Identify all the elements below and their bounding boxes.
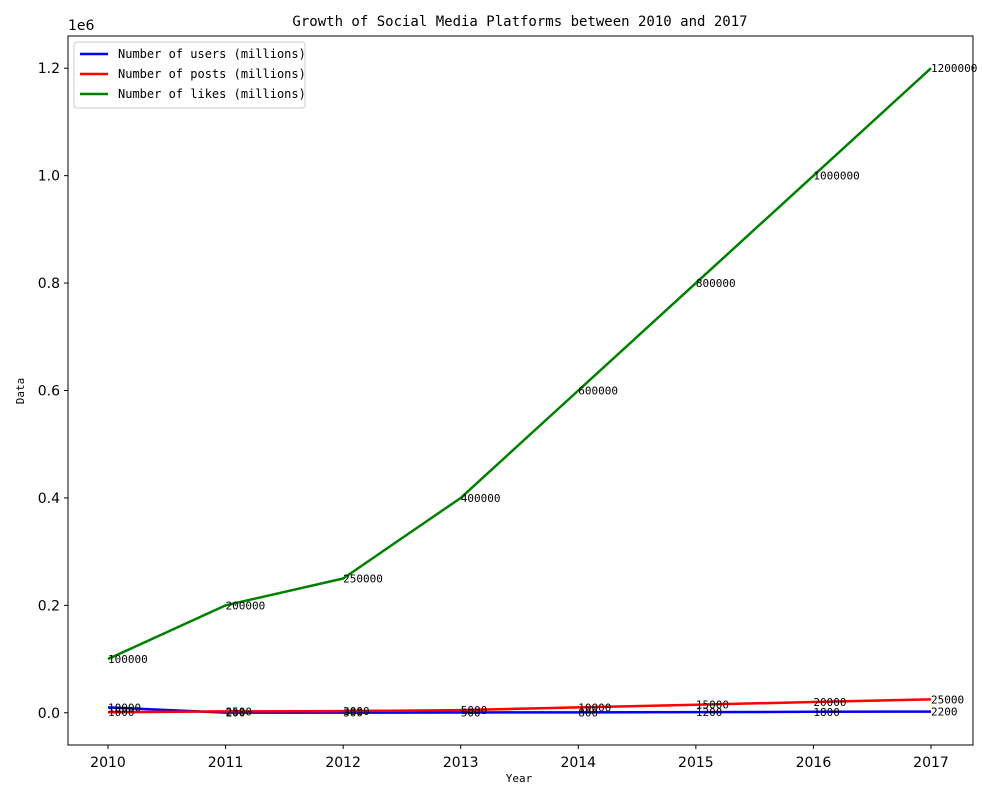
y-axis-ticks: 0.0 0.2 0.4 0.6 0.8 1.0 1.2 <box>38 61 68 722</box>
data-label: 2500 <box>226 705 253 718</box>
y-tick-label: 1.0 <box>38 169 60 185</box>
legend-label: Number of users (millions) <box>118 47 306 61</box>
data-label: 800 <box>578 706 598 719</box>
x-tick-label: 2015 <box>678 755 714 771</box>
x-tick-label: 2013 <box>443 755 479 771</box>
x-tick-label: 2014 <box>560 755 596 771</box>
x-axis-ticks: 2010 2011 2012 2013 2014 2015 2016 2017 <box>90 745 949 771</box>
y-axis-label: Data <box>14 378 27 405</box>
data-label: 25000 <box>931 693 964 706</box>
data-label: 200000 <box>226 599 266 612</box>
data-label: 1800 <box>813 706 840 719</box>
data-label: 300 <box>343 707 363 720</box>
y-tick-label: 1.2 <box>38 61 60 77</box>
y-tick-label: 0.6 <box>38 384 60 400</box>
data-label: 800000 <box>696 277 736 290</box>
y-tick-label: 0.4 <box>38 491 60 507</box>
data-label: 600000 <box>578 385 618 398</box>
x-axis-label: Year <box>506 772 533 785</box>
legend-label: Number of posts (millions) <box>118 67 306 81</box>
plot-area <box>67 35 974 746</box>
series-line-1 <box>107 706 932 714</box>
legend-label: Number of likes (millions) <box>118 87 306 101</box>
legend: Number of users (millions) Number of post… <box>73 41 306 109</box>
x-tick-label: 2017 <box>913 755 949 771</box>
data-labels: 10000 200 300 500 800 1200 1800 2200 1000 2500 300… <box>108 62 977 719</box>
data-label: 100000 <box>108 653 148 666</box>
data-label: 250000 <box>343 572 383 585</box>
data-label: 2200 <box>931 706 958 719</box>
x-tick-label: 2016 <box>796 755 832 771</box>
x-tick-label: 2011 <box>208 755 244 771</box>
y-tick-label: 0.2 <box>38 598 60 614</box>
y-tick-label: 0.0 <box>38 706 60 722</box>
data-label: 10000 <box>108 701 141 714</box>
chart-title: Growth of Social Media Platforms between… <box>292 14 747 30</box>
data-label: 1200000 <box>931 62 977 75</box>
series-line-2 <box>107 698 932 714</box>
data-label: 3000 <box>343 705 370 718</box>
data-label: 500 <box>461 707 481 720</box>
series-lines <box>107 67 932 714</box>
data-label: 20000 <box>813 696 846 709</box>
data-label: 15000 <box>696 699 729 712</box>
data-label: 10000 <box>578 701 611 714</box>
data-label: 400000 <box>461 492 501 505</box>
data-label: 5000 <box>461 704 488 717</box>
data-label: 1000 <box>108 706 135 719</box>
y-tick-label: 0.8 <box>38 276 60 292</box>
y-offset-label: 1e6 <box>68 18 95 34</box>
series-line-3 <box>107 67 932 661</box>
data-label: 1200 <box>696 706 723 719</box>
legend-box <box>73 41 306 109</box>
data-label: 200 <box>226 707 246 720</box>
x-tick-label: 2012 <box>325 755 361 771</box>
data-label: 1000000 <box>813 170 859 183</box>
x-tick-label: 2010 <box>90 755 126 771</box>
